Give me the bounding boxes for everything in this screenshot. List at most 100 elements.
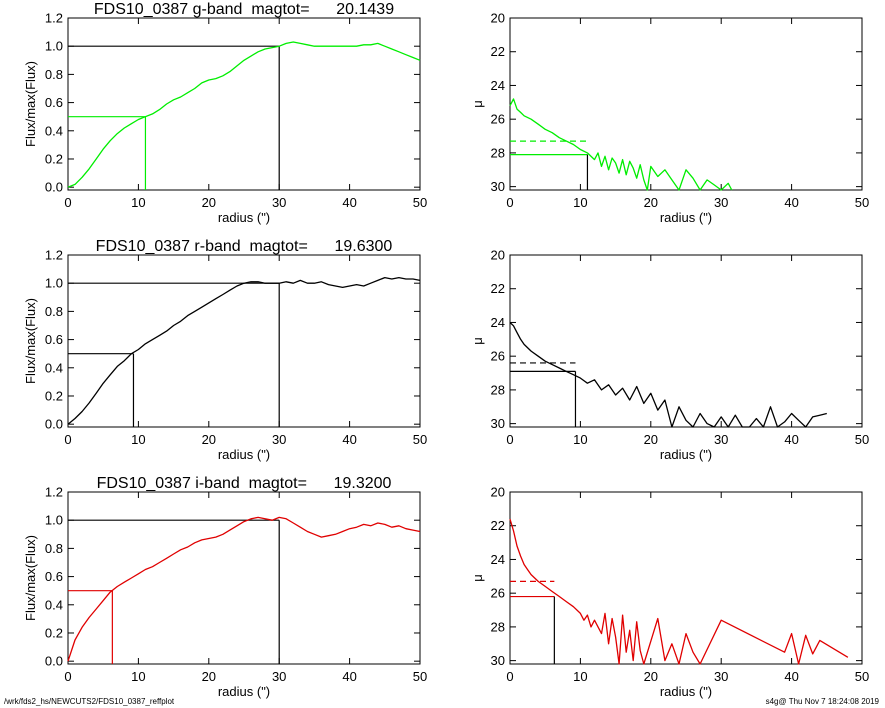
series-line	[509, 322, 827, 428]
y-tick-label: 0.4	[45, 123, 63, 138]
series-line	[67, 516, 421, 662]
x-tick-label: 20	[644, 669, 658, 684]
y-tick-label: 0.2	[45, 625, 63, 640]
y-tick-label: 22	[491, 281, 505, 296]
x-tick-label: 10	[573, 432, 587, 447]
y-tick-label: 22	[491, 518, 505, 533]
x-tick-label: 30	[714, 195, 728, 210]
x-tick-label: 10	[573, 195, 587, 210]
x-tick-label: 10	[573, 669, 587, 684]
y-axis-label: μ	[470, 574, 485, 582]
y-tick-label: 20	[491, 11, 505, 26]
x-tick-label: 20	[644, 195, 658, 210]
x-axis-label: radius (")	[218, 210, 270, 225]
y-tick-label: 24	[491, 552, 505, 567]
y-tick-label: 26	[491, 586, 505, 601]
x-tick-label: 0	[506, 669, 513, 684]
series-line	[67, 276, 421, 425]
x-tick-label: 30	[272, 432, 286, 447]
x-tick-label: 40	[342, 195, 356, 210]
y-axis-label: μ	[470, 337, 485, 345]
y-tick-label: 30	[491, 416, 505, 431]
plot-frame	[67, 254, 421, 428]
plot-frame	[509, 254, 863, 428]
x-tick-label: 20	[644, 432, 658, 447]
footer-path: /wrk/fds2_hs/NEWCUTS2/FDS10_0387_reffplo…	[4, 697, 175, 706]
y-tick-label: 0.6	[45, 569, 63, 584]
y-tick-label: 1.0	[45, 39, 63, 54]
x-tick-label: 20	[202, 195, 216, 210]
x-tick-label: 30	[714, 432, 728, 447]
y-tick-label: 20	[491, 248, 505, 263]
panel-i-growth: 0 10 20 30 40 50 0.0 0.2 0.4 0.6 0.8 1.0 1.2 radius (…	[23, 475, 427, 699]
y-tick-label: 0.0	[45, 417, 63, 432]
x-tick-label: 30	[272, 669, 286, 684]
panel-g-growth: 0 10 20 30 40 50 0.0 0.2 0.4 0.6 0.8 1.0 1.2 radius (…	[23, 1, 427, 225]
x-tick-label: 50	[855, 432, 869, 447]
x-axis-label: radius (")	[218, 684, 270, 699]
x-tick-label: 40	[784, 195, 798, 210]
y-tick-label: 1.2	[45, 248, 63, 263]
series-line	[509, 518, 849, 665]
y-tick-label: 0.8	[45, 67, 63, 82]
series-line	[509, 98, 733, 191]
y-tick-label: 0.0	[45, 180, 63, 195]
x-axis-label: radius (")	[218, 447, 270, 462]
x-tick-label: 40	[784, 669, 798, 684]
x-tick-label: 50	[413, 195, 427, 210]
y-tick-label: 0.4	[45, 597, 63, 612]
x-tick-label: 40	[784, 432, 798, 447]
y-tick-label: 1.2	[45, 485, 63, 500]
plot-frame	[509, 491, 863, 665]
x-tick-label: 40	[342, 669, 356, 684]
y-tick-label: 1.2	[45, 11, 63, 26]
y-tick-label: 0.6	[45, 332, 63, 347]
x-tick-label: 10	[131, 669, 145, 684]
y-tick-label: 28	[491, 382, 505, 397]
plot-frame	[67, 491, 421, 665]
y-tick-label: 24	[491, 78, 505, 93]
y-tick-label: 30	[491, 179, 505, 194]
panel-title: FDS10_0387 r-band magtot= 19.6300	[96, 238, 393, 255]
y-tick-label: 26	[491, 349, 505, 364]
x-axis-label: radius (")	[660, 210, 712, 225]
x-axis-label: radius (")	[660, 684, 712, 699]
y-axis-label: Flux/max(Flux)	[23, 535, 38, 621]
y-tick-label: 0.0	[45, 654, 63, 669]
y-tick-label: 0.8	[45, 541, 63, 556]
panel-title: FDS10_0387 g-band magtot= 20.1439	[94, 1, 394, 18]
x-tick-label: 20	[202, 669, 216, 684]
x-tick-label: 0	[506, 432, 513, 447]
x-tick-label: 40	[342, 432, 356, 447]
y-tick-label: 28	[491, 145, 505, 160]
x-tick-label: 0	[506, 195, 513, 210]
y-tick-label: 1.0	[45, 513, 63, 528]
y-tick-label: 30	[491, 653, 505, 668]
series-line	[67, 41, 421, 188]
y-axis-label: Flux/max(Flux)	[23, 61, 38, 147]
x-tick-label: 20	[202, 432, 216, 447]
footer-stamp: s4g@ Thu Nov 7 18:24:08 2019	[765, 697, 879, 706]
y-tick-label: 0.2	[45, 388, 63, 403]
y-tick-label: 24	[491, 315, 505, 330]
x-tick-label: 30	[714, 669, 728, 684]
y-tick-label: 0.4	[45, 360, 63, 375]
y-tick-label: 22	[491, 44, 505, 59]
x-tick-label: 0	[64, 669, 71, 684]
y-tick-label: 28	[491, 619, 505, 634]
y-axis-label: μ	[470, 100, 485, 108]
y-tick-label: 1.0	[45, 276, 63, 291]
x-tick-label: 10	[131, 195, 145, 210]
x-tick-label: 0	[64, 195, 71, 210]
plot-frame	[67, 17, 421, 191]
x-tick-label: 50	[413, 432, 427, 447]
panel-r-growth: 0 10 20 30 40 50 0.0 0.2 0.4 0.6 0.8 1.0 1.2 radius (…	[23, 238, 427, 462]
x-tick-label: 0	[64, 432, 71, 447]
x-tick-label: 50	[855, 195, 869, 210]
x-tick-label: 50	[855, 669, 869, 684]
y-tick-label: 26	[491, 112, 505, 127]
